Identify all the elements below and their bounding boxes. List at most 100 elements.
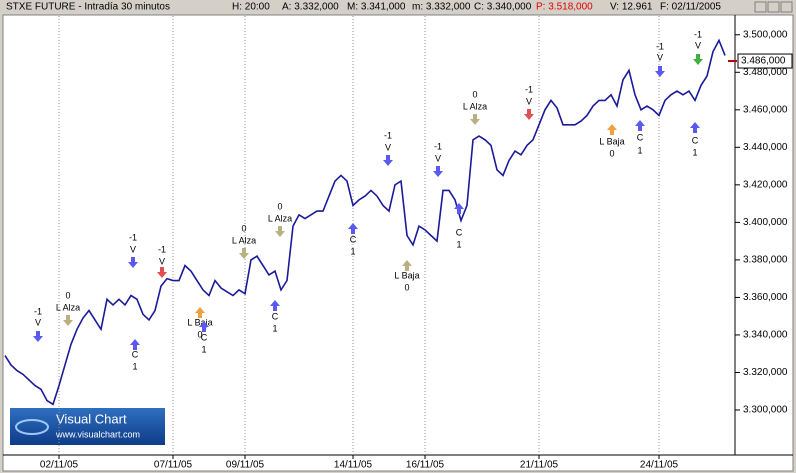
signal-label: V — [695, 40, 701, 50]
signal-label: V — [159, 256, 165, 266]
header-field: M: 3.341,000 — [347, 2, 406, 13]
signal-label: C — [201, 332, 208, 342]
x-tick-label: 09/11/05 — [226, 460, 265, 471]
y-tick-label: 3.340,000 — [743, 330, 788, 341]
signal-arrow — [199, 321, 209, 332]
signal-arrow — [383, 155, 393, 166]
price-line — [4, 38, 726, 406]
header-field: A: 3.332,000 — [282, 2, 339, 13]
signal-arrow — [402, 260, 412, 271]
signal-label: L Baja — [599, 136, 624, 146]
signal-label: L Baja — [187, 317, 212, 327]
logo-icon — [15, 419, 49, 435]
signal-arrow — [454, 203, 464, 214]
header-field: P: 3.518,000 — [536, 2, 593, 13]
signal-label: C — [692, 135, 699, 145]
signal-label: 0 — [197, 329, 202, 339]
header-field: m: 3.332,000 — [412, 2, 471, 13]
signal-arrow — [157, 267, 167, 278]
signal-label: V — [526, 96, 532, 106]
y-tick-label: 3.380,000 — [743, 255, 788, 266]
x-tick-label: 21/11/05 — [520, 460, 559, 471]
signal-label: C — [132, 349, 139, 359]
signal-label: -1 — [158, 244, 166, 254]
signal-label: V — [385, 142, 391, 152]
signal-label: 1 — [201, 344, 206, 354]
signal-label: V — [35, 317, 41, 327]
signal-label: L Baja — [394, 270, 419, 280]
x-tick-label: 14/11/05 — [334, 460, 373, 471]
maximize-button[interactable] — [767, 1, 780, 13]
signal-label: -1 — [129, 232, 137, 242]
minimize-button[interactable] — [754, 1, 767, 13]
signal-label: 1 — [692, 147, 697, 157]
signal-arrow — [195, 307, 205, 318]
signal-arrow — [693, 54, 703, 65]
plot-background — [2, 14, 794, 472]
signal-label: 0 — [472, 89, 477, 99]
logo-box — [10, 408, 165, 445]
y-tick-label: 3.420,000 — [743, 179, 788, 190]
signal-label: 1 — [132, 361, 137, 371]
signal-label: L Alza — [56, 302, 80, 312]
signal-label: 0 — [404, 282, 409, 292]
header-field: F: 02/11/2005 — [660, 2, 721, 13]
signal-label: V — [435, 153, 441, 163]
signal-arrow — [690, 122, 700, 133]
signal-arrow — [33, 331, 43, 342]
signal-label: C — [350, 234, 357, 244]
y-tick-label: 3.440,000 — [743, 142, 788, 153]
signal-label: -1 — [694, 29, 702, 39]
signal-arrow — [128, 257, 138, 268]
signal-label: -1 — [384, 130, 392, 140]
x-tick-label: 07/11/05 — [154, 460, 193, 471]
signal-label: 0 — [65, 290, 70, 300]
signal-label: 1 — [456, 239, 461, 249]
signal-label: V — [130, 244, 136, 254]
signal-arrow — [655, 66, 665, 77]
y-tick-label: 3.360,000 — [743, 292, 788, 303]
signal-label: -1 — [434, 141, 442, 151]
signal-label: -1 — [34, 306, 42, 316]
header-field: H: 20:00 — [232, 2, 270, 13]
signal-arrow — [433, 166, 443, 177]
signal-arrow — [270, 300, 280, 311]
signal-arrow — [130, 339, 140, 350]
signal-label: L Alza — [232, 235, 256, 245]
y-tick-label: 3.460,000 — [743, 104, 788, 115]
signal-label: 1 — [272, 323, 277, 333]
signal-label: L Alza — [463, 101, 487, 111]
signal-label: 1 — [350, 246, 355, 256]
signal-label: -1 — [656, 41, 664, 51]
signal-arrow — [470, 114, 480, 125]
signal-arrow — [524, 109, 534, 120]
signal-label: 0 — [241, 223, 246, 233]
y-tick-label: 3.300,000 — [743, 405, 788, 416]
signal-arrow — [348, 223, 358, 234]
y-tick-label: 3.400,000 — [743, 217, 788, 228]
x-tick-label: 02/11/05 — [40, 460, 79, 471]
signal-arrow — [239, 248, 249, 259]
header-field: C: 3.340,000 — [474, 2, 532, 13]
last-price-label: 3.486,000 — [741, 56, 786, 67]
y-tick-label: 3.320,000 — [743, 367, 788, 378]
signal-arrow — [635, 120, 645, 131]
logo: Visual Chart www.visualchart.com — [10, 408, 165, 445]
signal-label: C — [637, 132, 644, 142]
x-tick-label: 24/11/05 — [640, 460, 679, 471]
signal-label: C — [456, 227, 463, 237]
signal-label: 0 — [277, 201, 282, 211]
close-button[interactable] — [780, 1, 793, 13]
signal-label: V — [657, 52, 663, 62]
logo-title: Visual Chart — [56, 411, 127, 426]
x-tick-label: 16/11/05 — [406, 460, 445, 471]
signal-label: L Alza — [268, 213, 292, 223]
signal-arrow — [63, 315, 73, 326]
header-field: V: 12.961 — [610, 2, 653, 13]
signal-arrow — [275, 226, 285, 237]
signal-label: C — [272, 311, 279, 321]
window-buttons[interactable] — [754, 1, 793, 13]
last-price-box — [737, 53, 793, 69]
